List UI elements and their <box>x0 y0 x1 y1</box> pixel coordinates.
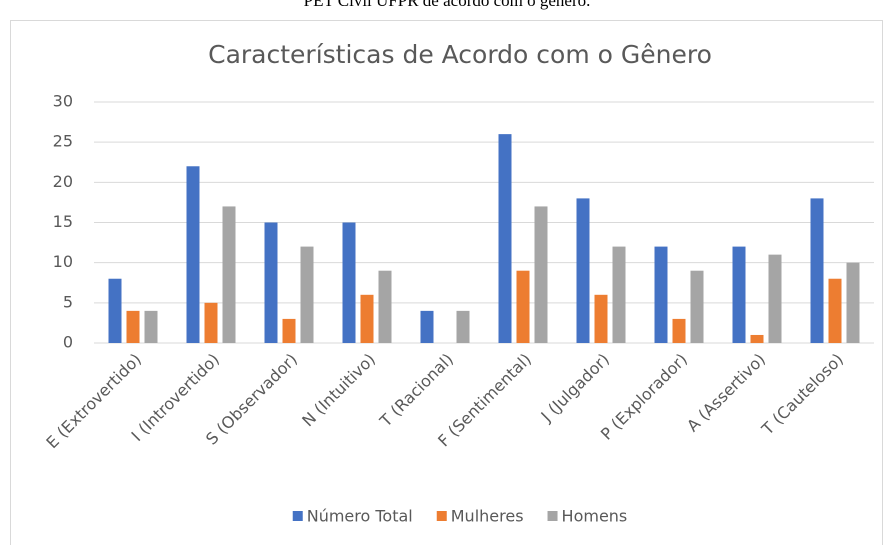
y-tick-label: 10 <box>53 252 73 271</box>
bar <box>498 134 512 343</box>
bar <box>282 318 296 343</box>
bar <box>204 302 218 343</box>
bar <box>828 278 842 343</box>
bar <box>264 222 278 343</box>
y-tick-label: 15 <box>53 212 73 231</box>
legend-swatch <box>547 511 558 521</box>
bar <box>576 198 590 343</box>
bar <box>342 222 356 343</box>
legend-label: Número Total <box>307 507 413 526</box>
bar <box>186 166 200 343</box>
bar <box>846 262 860 343</box>
bar <box>612 246 626 343</box>
bar <box>732 246 746 343</box>
bar <box>420 310 434 343</box>
legend-swatch <box>436 511 447 521</box>
legend-swatch <box>292 511 303 521</box>
caption: PET Civil UFPR de acordo com o gênero. <box>304 0 591 10</box>
bar <box>690 270 704 343</box>
bar <box>222 206 236 343</box>
bar <box>144 310 158 343</box>
chart-frame <box>10 20 883 545</box>
bar <box>126 310 140 343</box>
bar <box>810 198 824 343</box>
bar <box>768 254 782 343</box>
bar <box>108 278 122 343</box>
bar <box>378 270 392 343</box>
bar <box>516 270 530 343</box>
y-tick-label: 25 <box>53 132 73 151</box>
bar <box>456 310 470 343</box>
bar <box>654 246 668 343</box>
legend-label: Mulheres <box>451 507 524 526</box>
y-tick-label: 5 <box>63 292 73 311</box>
bar <box>750 334 764 343</box>
bar <box>360 294 374 343</box>
bar <box>594 294 608 343</box>
y-tick-label: 20 <box>53 172 73 191</box>
bar <box>534 206 548 343</box>
chart-title: Características de Acordo com o Gênero <box>208 40 712 69</box>
bar <box>300 246 314 343</box>
bar <box>672 318 686 343</box>
y-tick-label: 30 <box>53 92 73 111</box>
y-tick-label: 0 <box>63 333 73 352</box>
legend-label: Homens <box>562 507 628 526</box>
